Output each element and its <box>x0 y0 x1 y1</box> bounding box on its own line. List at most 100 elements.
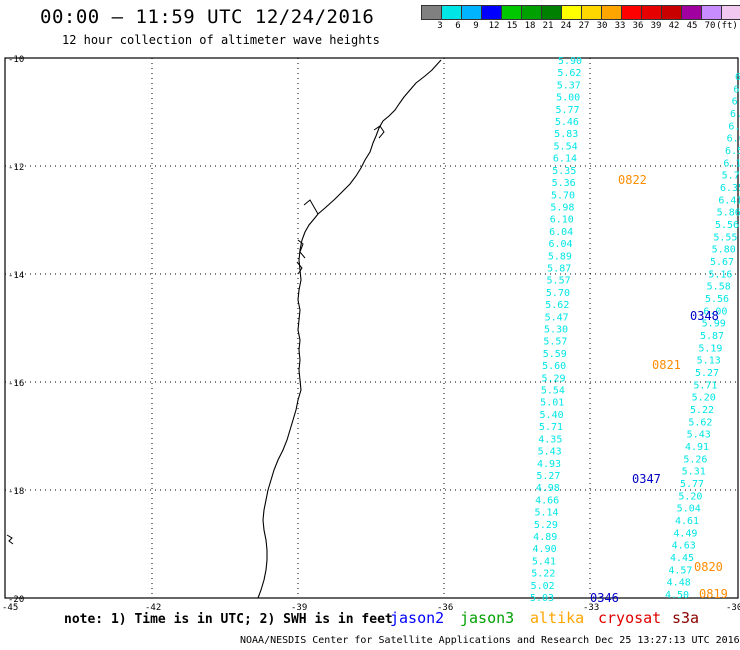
swh-value: 5.90 <box>558 56 582 67</box>
swh-value: 4.89 <box>533 532 557 543</box>
swh-value: 6.69 <box>727 134 740 145</box>
swh-value: 5.29 <box>534 520 558 531</box>
map-subtitle: 12 hour collection of altimeter wave hei… <box>62 33 380 47</box>
swh-value: 5.22 <box>690 405 714 416</box>
swh-value: 5.29 <box>541 373 565 384</box>
pass-time-label: 0346 <box>590 591 619 605</box>
swh-value: 4.91 <box>685 442 709 453</box>
swh-value: 5.30 <box>544 325 568 336</box>
longitude-label: -45 <box>2 603 18 613</box>
swh-value: 6 <box>732 97 738 108</box>
swh-value: 6.41 <box>718 195 740 206</box>
swh-value: 4.90 <box>533 544 557 555</box>
swh-value: 5.47 <box>545 312 569 323</box>
swh-value: 5.62 <box>688 417 712 428</box>
color-scale-label: 39 <box>650 21 662 31</box>
swh-value: 6.15 <box>723 158 740 169</box>
swh-value: 5.67 <box>710 257 734 268</box>
color-scale-label: 36 <box>632 21 644 31</box>
swh-value: 5.26 <box>683 454 707 465</box>
color-scale-label: (ft) <box>716 21 738 31</box>
swh-value: 5.16 <box>708 269 732 280</box>
color-scale-label: 18 <box>524 21 536 31</box>
swh-value: 5.99 <box>702 319 726 330</box>
swh-value: 5.04 <box>677 504 701 515</box>
mission-name: altika <box>530 609 585 627</box>
swh-value: 5.77 <box>680 479 704 490</box>
swh-value: 5.56 <box>705 294 729 305</box>
altimeter-tracks: 5.905.625.375.005.775.465.835.546.145.35… <box>530 56 740 605</box>
color-scale-label: 9 <box>473 21 479 31</box>
longitude-label: -42 <box>145 603 161 613</box>
swh-value: 5.20 <box>692 393 716 404</box>
longitude-label: -36 <box>437 603 453 613</box>
swh-value: 4.49 <box>673 528 697 539</box>
longitude-label: -39 <box>291 603 307 613</box>
swh-value: 5.71 <box>693 380 717 391</box>
swh-value: 4.98 <box>536 483 560 494</box>
swh-value: 4.35 <box>538 434 562 445</box>
swh-value: 5.56 <box>715 220 739 231</box>
swh-value: 4.61 <box>675 516 699 527</box>
latitude-label: -12 <box>8 163 24 173</box>
pass-time-label: 0347 <box>632 472 661 486</box>
swh-value: 5.20 <box>678 491 702 502</box>
swh-value: 4.57 <box>668 565 692 576</box>
swh-value: 5.58 <box>707 282 731 293</box>
color-scale-label: 33 <box>614 21 626 31</box>
swh-value: 4.93 <box>537 459 561 470</box>
swh-value: 5.40 <box>540 410 564 421</box>
latitude-label: -14 <box>8 271 24 281</box>
swh-value: 5.41 <box>532 556 556 567</box>
pass-time-label: 0819 <box>699 587 728 601</box>
color-scale-label: 30 <box>596 21 608 31</box>
color-scale-label: 70 <box>704 21 716 31</box>
swh-value: 5.98 <box>550 202 574 213</box>
swh-value: 6.14 <box>553 154 577 165</box>
pass-time-label: 0821 <box>652 358 681 372</box>
swh-value: 6 <box>735 72 740 83</box>
swh-value: 5.36 <box>552 178 576 189</box>
swh-value: 4.50 <box>665 590 689 601</box>
swh-value: 5.59 <box>543 349 567 360</box>
swh-value: 4.63 <box>672 541 696 552</box>
swh-value: 5.80 <box>712 245 736 256</box>
longitude-label: -33 <box>583 603 599 613</box>
swh-value: 5.62 <box>545 300 569 311</box>
color-scale-bar <box>421 5 740 20</box>
swh-value: 5.13 <box>697 356 721 367</box>
swh-value: 5.77 <box>555 105 579 116</box>
mission-name: jason3 <box>460 609 515 627</box>
swh-value: 5.57 <box>543 337 567 348</box>
swh-value: 5.75 <box>722 171 740 182</box>
color-scale-label: 6 <box>455 21 461 31</box>
swh-value: 5.27 <box>695 368 719 379</box>
color-scale-label: 3 <box>437 21 443 31</box>
swh-value: 5.02 <box>531 581 555 592</box>
longitude-label: -30 <box>726 603 740 613</box>
swh-value: 6.59 <box>725 146 740 157</box>
swh-value: 6.25 <box>728 121 740 132</box>
mission-name: jason2 <box>390 609 445 627</box>
swh-value: 5.70 <box>551 190 575 201</box>
swh-value: 5.14 <box>534 508 558 519</box>
mission-name: cryosat <box>598 609 662 627</box>
swh-value: 6.35 <box>720 183 740 194</box>
mission-name: s3a <box>672 609 700 627</box>
swh-value: 5.43 <box>687 430 711 441</box>
swh-value: 5.86 <box>717 208 740 219</box>
swh-value: 6.1 <box>730 109 740 120</box>
small-island <box>6 534 14 545</box>
swh-value: 6 <box>733 84 739 95</box>
color-scale-label: 45 <box>686 21 698 31</box>
swh-value: 5.54 <box>541 386 565 397</box>
latitude-label: -10 <box>8 55 24 65</box>
swh-value: 5.19 <box>698 343 722 354</box>
coastline <box>257 59 442 599</box>
credit-line: NOAA/NESDIS Center for Satellite Applica… <box>240 635 740 646</box>
swh-value: 5.31 <box>682 467 706 478</box>
swh-value: 5.03 <box>530 593 554 604</box>
latitude-label: -20 <box>8 595 24 605</box>
swh-value: 5.71 <box>539 422 563 433</box>
